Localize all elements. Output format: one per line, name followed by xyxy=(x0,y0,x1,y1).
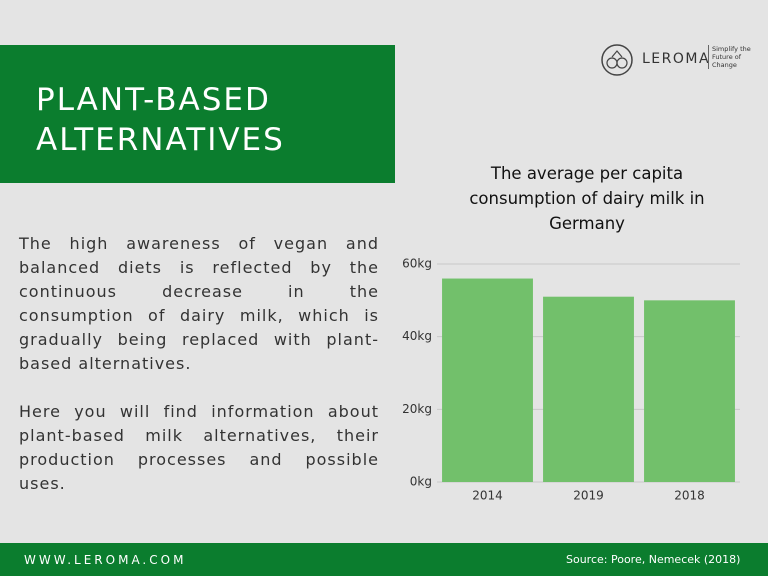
logo-name: LEROMA xyxy=(642,51,711,67)
page-title: PLANT-BASED ALTERNATIVES xyxy=(36,82,285,158)
x-tick-label: 2014 xyxy=(472,489,503,503)
y-tick-label: 60kg xyxy=(402,257,432,271)
source: Source: Poore, Nemecek (2018) xyxy=(566,553,741,566)
bar xyxy=(644,300,735,482)
logo-tagline: Simplify the Future of Change xyxy=(708,45,760,69)
footer xyxy=(0,543,768,576)
x-tick-label: 2019 xyxy=(573,489,604,503)
y-tick-label: 40kg xyxy=(402,329,432,343)
bar xyxy=(442,278,533,482)
y-tick-label: 20kg xyxy=(402,402,432,416)
paragraph: The high awareness of vegan and balanced… xyxy=(19,234,379,373)
paragraph: Here you will find information about pla… xyxy=(19,402,379,493)
bar xyxy=(543,296,634,482)
y-tick-label: 0kg xyxy=(410,475,432,489)
chart-title: The average per capita consumption of da… xyxy=(469,164,705,233)
x-tick-label: 2018 xyxy=(674,489,705,503)
title-box xyxy=(0,45,395,183)
website[interactable]: WWW.LEROMA.COM xyxy=(24,553,187,567)
logo-icon xyxy=(601,44,633,76)
